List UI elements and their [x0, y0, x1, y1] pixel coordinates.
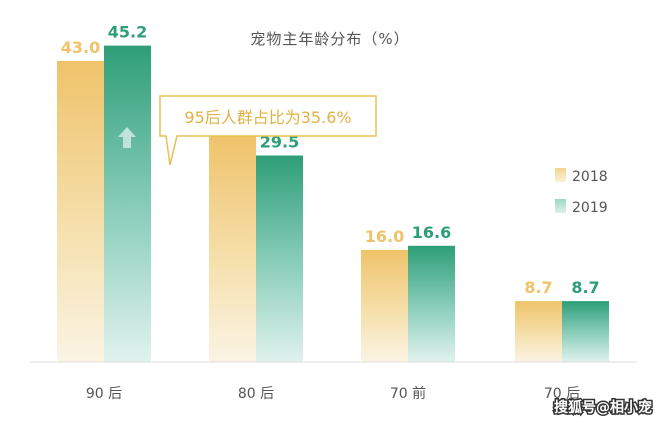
legend: 2018 2019: [555, 168, 608, 216]
value-label-70后-2018: 8.7: [524, 278, 552, 297]
bar-90后-2018: [57, 61, 104, 362]
up-arrow-icon: [118, 127, 136, 148]
value-label-70后-2019: 8.7: [571, 278, 599, 297]
callout-bubble: [159, 95, 377, 166]
bar-90后-2019: [104, 45, 151, 362]
watermark-text: 搜狐号@相小宠: [554, 399, 652, 416]
callout-text: 95后人群占比为35.6%: [184, 108, 351, 127]
x-tick-80后: 80 后: [238, 386, 274, 402]
value-label-90后-2019: 45.2: [108, 23, 147, 42]
bar-80后-2019: [256, 155, 303, 362]
bars-group: [57, 45, 609, 362]
x-tick-70前: 70 前: [390, 385, 426, 402]
value-label-70前-2018: 16.0: [365, 227, 404, 246]
legend-swatch-2019: [555, 199, 566, 213]
bar-80后-2018: [209, 135, 256, 362]
watermark: 搜狐号@相小宠: [553, 398, 654, 418]
chart-title: 宠物主年龄分布（%）: [250, 30, 409, 48]
value-label-70前-2019: 16.6: [412, 223, 451, 242]
bar-70后-2019: [562, 301, 609, 362]
bar-70前-2019: [408, 245, 455, 362]
legend-label-2018: 2018: [572, 169, 608, 185]
bar-70后-2018: [515, 301, 562, 362]
value-label-90后-2018: 43.0: [61, 38, 100, 57]
x-tick-90后: 90 后: [86, 386, 122, 402]
callout: 95后人群占比为35.6%: [159, 95, 377, 166]
legend-label-2019: 2019: [572, 200, 608, 216]
value-label-80后-2019: 29.5: [260, 133, 299, 152]
bar-70前-2018: [361, 250, 408, 362]
x-tick-70后: 70 后: [544, 386, 580, 402]
x-tick-labels: 90 后 80 后 70 前 70 后: [86, 385, 580, 402]
legend-swatch-2018: [555, 168, 566, 182]
